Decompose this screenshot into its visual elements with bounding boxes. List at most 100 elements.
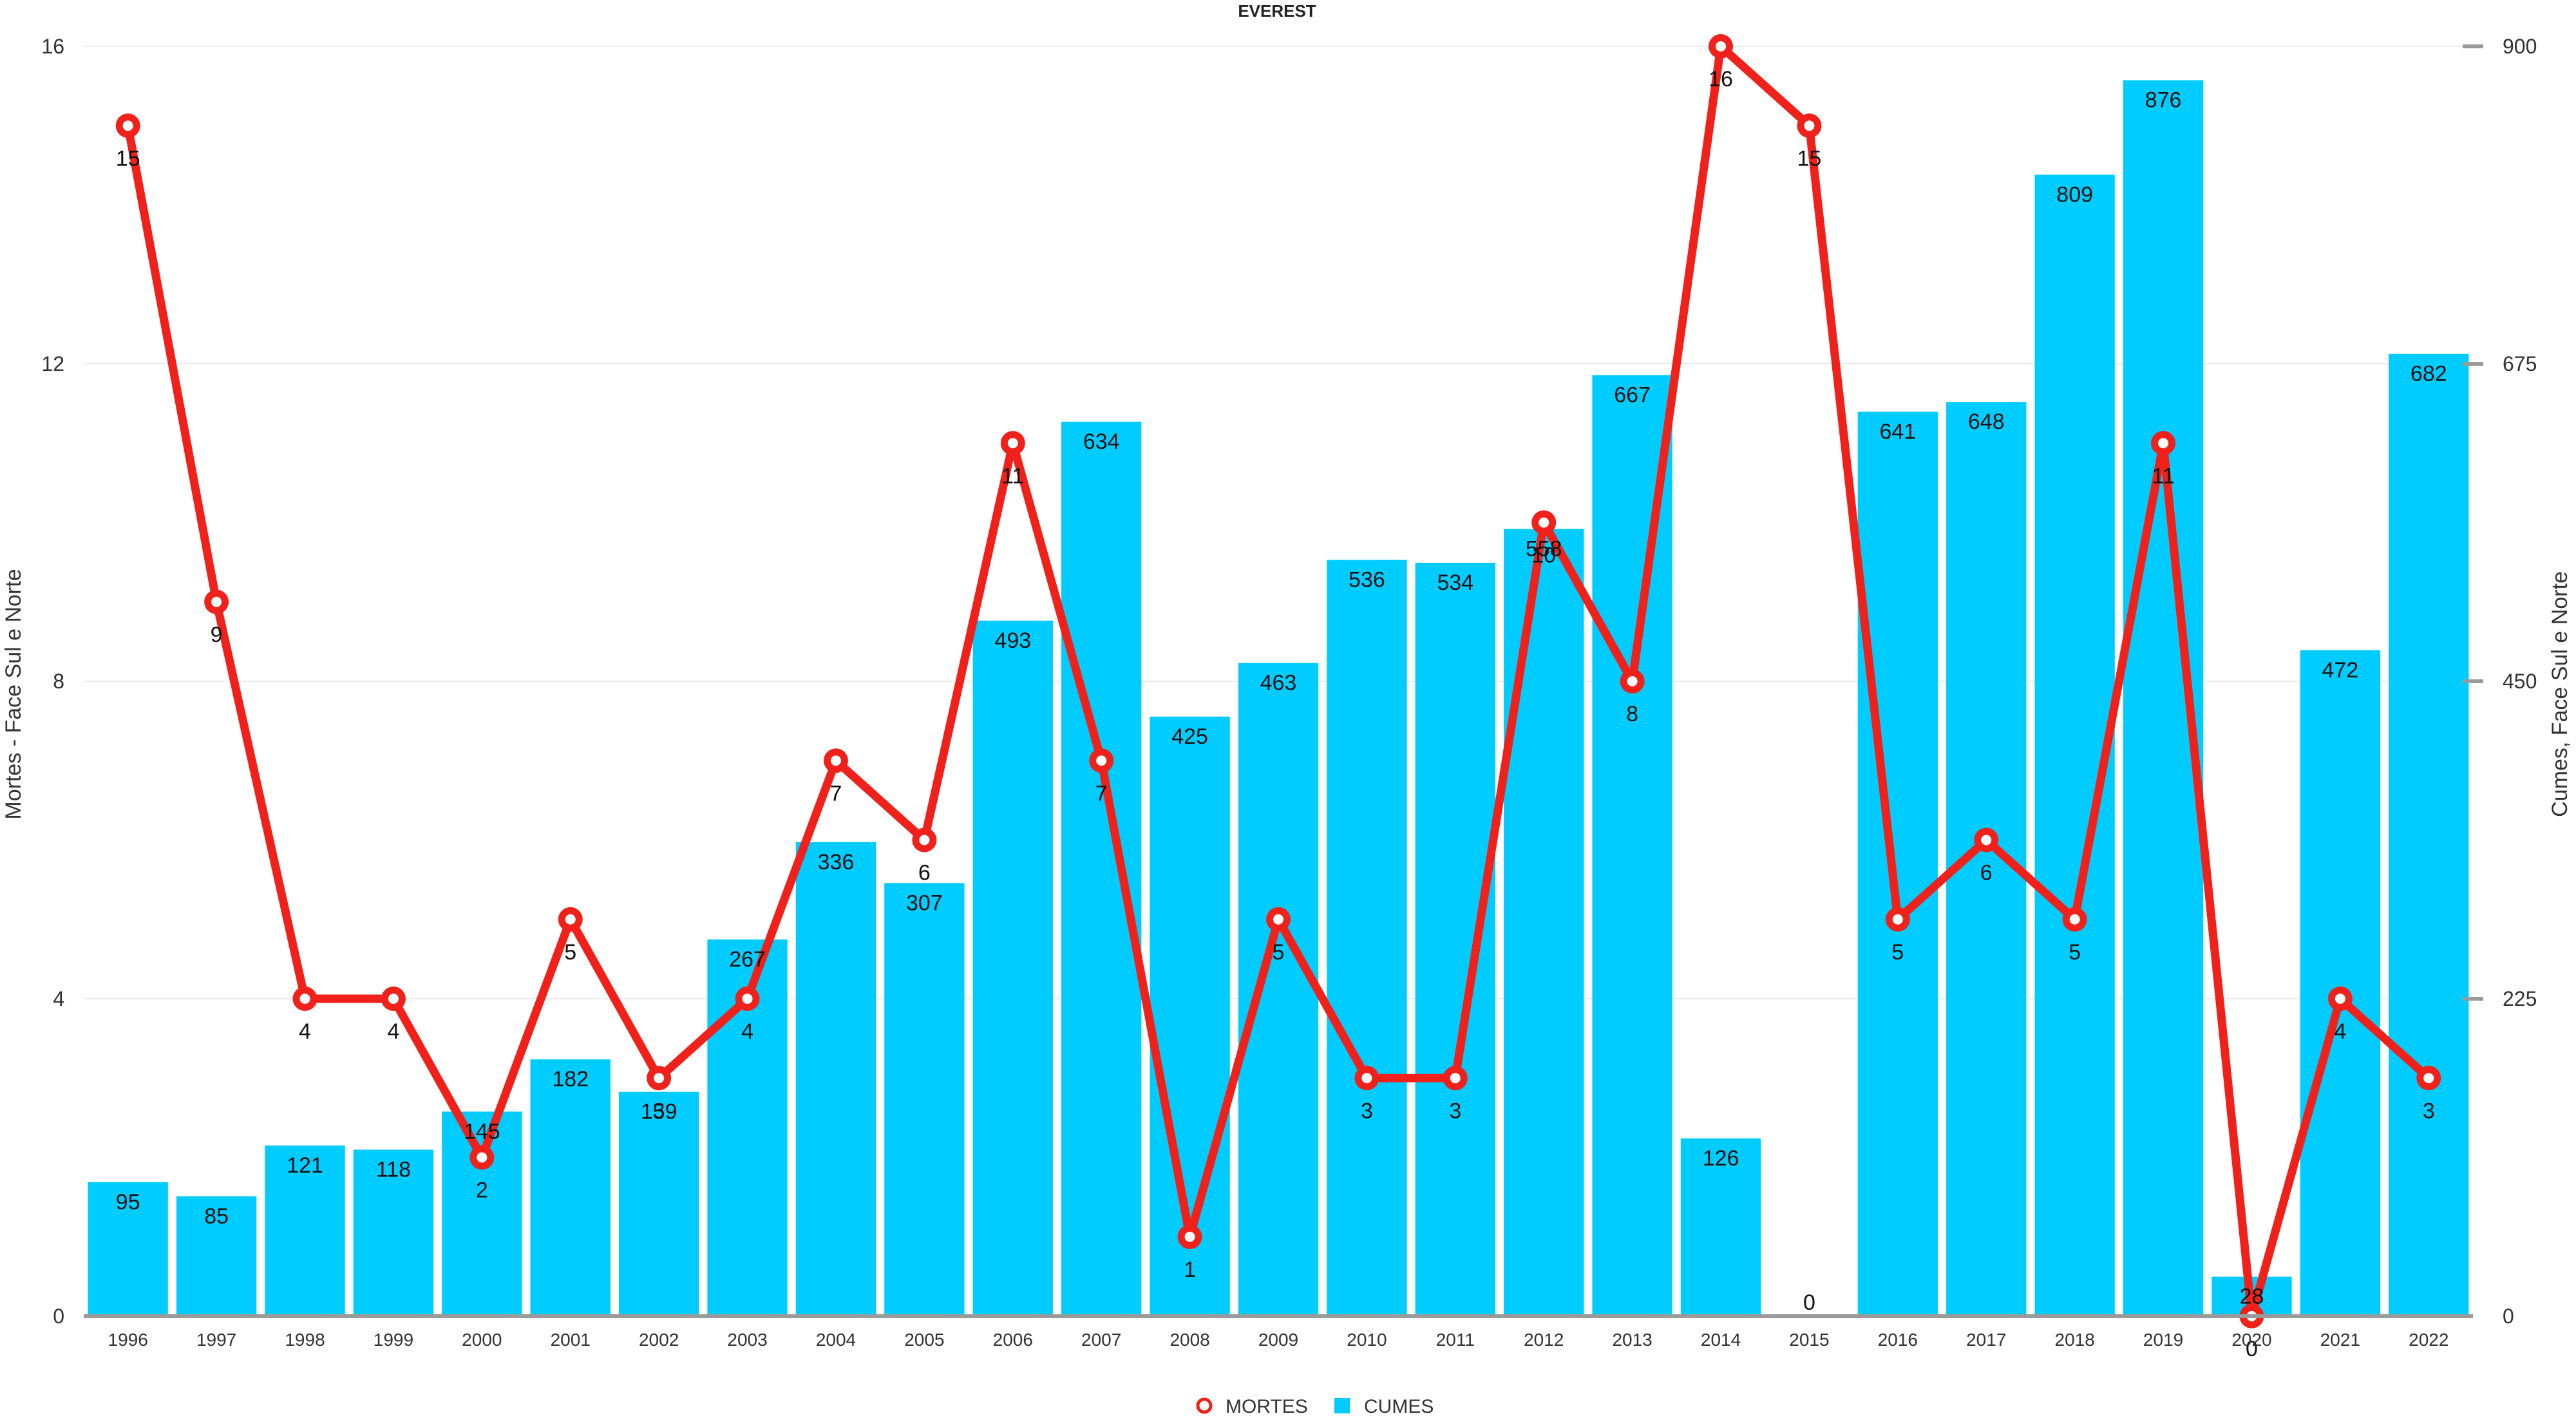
legend-item-mortes[interactable]: MORTES [1196, 1396, 1308, 1416]
x-tick-label: 1998 [285, 1330, 325, 1350]
x-tick-label: 2018 [2055, 1330, 2095, 1350]
bar-cumes[interactable] [530, 1059, 611, 1316]
bar-value-label: 634 [1083, 430, 1120, 454]
x-tick-label: 2015 [1789, 1330, 1829, 1350]
line-point-mortes-inner [1184, 1231, 1195, 1242]
line-point-mortes-inner [299, 994, 310, 1004]
bar-cumes[interactable] [1857, 411, 1938, 1316]
bar-value-label: 876 [2145, 88, 2182, 113]
line-value-label: 2 [476, 1178, 488, 1203]
line-point-mortes-inner [1007, 438, 1018, 449]
line-value-label: 3 [1361, 1099, 1373, 1123]
line-value-label: 15 [1797, 146, 1822, 171]
bar-cumes[interactable] [618, 1091, 699, 1316]
y-right-tick-label: 225 [2503, 987, 2537, 1010]
bar-cumes[interactable] [884, 883, 965, 1316]
bar-value-label: 28 [2240, 1285, 2264, 1309]
bar-cumes[interactable] [2034, 175, 2115, 1316]
x-tick-label: 2004 [816, 1330, 856, 1350]
y-right-tick-label: 900 [2503, 35, 2537, 58]
x-tick-label: 2007 [1081, 1330, 1121, 1350]
bar-value-label: 0 [1803, 1290, 1815, 1315]
x-tick-label: 2005 [904, 1330, 944, 1350]
line-point-mortes-inner [1804, 120, 1815, 131]
bar-value-label: 641 [1879, 419, 1916, 444]
line-point-mortes-inner [2158, 438, 2169, 449]
bar-cumes[interactable] [1061, 421, 1142, 1316]
x-tick-label: 2013 [1612, 1330, 1652, 1350]
x-tick-label: 2002 [639, 1330, 679, 1350]
x-tick-label: 1997 [196, 1330, 236, 1350]
bar-cumes[interactable] [1592, 375, 1672, 1317]
line-value-label: 6 [1980, 861, 1993, 885]
line-point-mortes-inner [1096, 755, 1107, 766]
bar-cumes[interactable] [88, 1182, 168, 1316]
line-value-label: 10 [1531, 543, 1556, 568]
y-left-tick-label: 0 [53, 1305, 64, 1328]
y-left-tick-label: 4 [53, 987, 64, 1010]
line-value-label: 1 [1184, 1258, 1196, 1282]
line-value-label: 15 [116, 146, 140, 171]
bar-value-label: 95 [116, 1190, 140, 1214]
x-tick-label: 2011 [1436, 1330, 1475, 1350]
bars-cumes [88, 80, 2469, 1317]
line-value-label: 9 [211, 623, 223, 647]
bar-cumes[interactable] [972, 620, 1053, 1316]
bar-cumes[interactable] [1946, 402, 2027, 1317]
line-point-mortes-inner [1450, 1073, 1461, 1084]
x-tick-label: 2008 [1170, 1330, 1209, 1350]
bar-value-label: 558 [1526, 536, 1562, 561]
bar-value-label: 682 [2410, 362, 2447, 386]
bar-cumes[interactable] [795, 842, 876, 1316]
line-value-label: 11 [2152, 464, 2174, 488]
bar-value-label: 667 [1614, 383, 1651, 408]
bar-cumes[interactable] [1504, 529, 1584, 1316]
bar-cumes[interactable] [1680, 1138, 1761, 1316]
bar-cumes[interactable] [2389, 354, 2469, 1316]
line-value-label: 5 [1273, 940, 1285, 965]
chart-title: EVEREST [1238, 1, 1316, 21]
bar-cumes[interactable] [176, 1196, 257, 1316]
line-value-label: 8 [1626, 702, 1638, 726]
line-point-mortes-inner [830, 755, 841, 766]
line-point-mortes-inner [1539, 517, 1549, 528]
bar-cumes[interactable] [353, 1149, 434, 1316]
bar-value-label: 534 [1437, 571, 1473, 595]
bar-value-label: 425 [1171, 724, 1208, 749]
bar-value-label: 463 [1260, 671, 1297, 695]
x-tick-label: 2010 [1347, 1330, 1387, 1350]
line-value-label: 3 [653, 1099, 665, 1123]
x-tick-label: 2016 [1878, 1330, 1918, 1350]
bar-cumes[interactable] [265, 1145, 345, 1316]
bar-value-label: 159 [641, 1100, 677, 1124]
line-point-mortes-inner [122, 120, 133, 131]
bar-cumes[interactable] [1238, 663, 1319, 1316]
line-point-mortes-inner [654, 1073, 665, 1084]
line-point-mortes-inner [477, 1152, 488, 1163]
bar-value-label: 182 [552, 1067, 589, 1091]
bar-cumes[interactable] [2300, 650, 2381, 1316]
bar-value-label: 472 [2322, 658, 2359, 683]
bar-cumes[interactable] [1327, 560, 1407, 1316]
x-tick-label: 1999 [374, 1330, 413, 1350]
line-point-mortes-inner [919, 835, 930, 845]
legend-item-cumes[interactable]: CUMES [1334, 1396, 1434, 1416]
y-right-tick-label: 0 [2503, 1305, 2514, 1328]
line-value-label: 3 [1449, 1099, 1461, 1123]
x-tick-label: 2000 [462, 1330, 502, 1350]
x-tick-label: 2009 [1258, 1330, 1298, 1350]
x-tick-label: 2021 [2320, 1330, 2360, 1350]
bar-value-label: 267 [729, 947, 766, 972]
line-value-label: 7 [1095, 781, 1108, 806]
line-value-label: 16 [1709, 67, 1733, 91]
bar-value-label: 336 [818, 850, 855, 874]
y-left-tick-label: 12 [41, 352, 64, 375]
y-right-axis-title: Cumes, Face Sul e Norte [2548, 571, 2572, 817]
line-value-label: 11 [1001, 464, 1024, 488]
bar-cumes[interactable] [1415, 562, 1495, 1316]
bar-value-label: 536 [1349, 568, 1385, 592]
line-point-mortes-inner [1892, 914, 1903, 925]
